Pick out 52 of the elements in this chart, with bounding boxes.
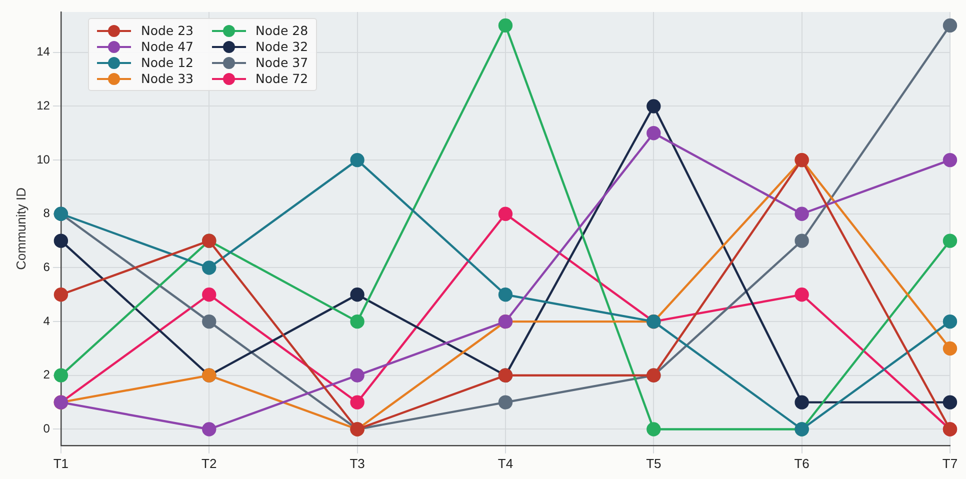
x-tick-label: T2: [202, 456, 217, 471]
point: [942, 152, 958, 168]
point: [498, 288, 513, 302]
legend-label: Node 47: [141, 39, 194, 54]
x-tick-label: T6: [794, 456, 810, 471]
point: [794, 234, 809, 248]
point: [202, 288, 216, 302]
y-tick-label: 2: [43, 368, 50, 382]
point: [350, 368, 364, 383]
legend-label: Node 32: [256, 39, 308, 54]
point: [350, 314, 364, 329]
point: [942, 234, 958, 248]
point: [498, 206, 513, 221]
y-tick-label: 6: [43, 260, 50, 274]
point: [350, 288, 364, 302]
legend-label: Node 37: [256, 55, 308, 70]
point: [794, 288, 809, 302]
point: [202, 422, 216, 436]
point: [794, 395, 809, 410]
legend-label: Node 28: [256, 23, 308, 38]
x-tick-label: T4: [498, 456, 514, 471]
legend-label: Node 12: [141, 55, 194, 70]
x-tick-label: T3: [350, 456, 365, 471]
x-tick-label: T1: [53, 456, 69, 471]
point: [498, 395, 513, 410]
point: [646, 422, 661, 436]
point: [350, 152, 364, 168]
point: [794, 206, 809, 221]
point: [942, 18, 958, 33]
point: [942, 314, 958, 329]
y-tick-label: 10: [36, 152, 50, 166]
y-tick-label: 14: [36, 44, 50, 59]
point: [646, 99, 661, 114]
x-tick-label: T5: [646, 456, 662, 471]
point: [202, 260, 216, 275]
point: [942, 341, 958, 356]
point: [646, 126, 661, 140]
point: [942, 395, 958, 410]
y-axis-title: Community ID: [13, 188, 28, 270]
x-tick-label: T7: [942, 456, 958, 471]
y-tick-label: 12: [36, 98, 50, 113]
point: [498, 18, 513, 33]
y-tick-label: 8: [43, 206, 50, 220]
point: [54, 288, 68, 302]
point: [350, 395, 364, 410]
legend-label: Node 33: [141, 71, 194, 86]
legend-label: Node 23: [141, 23, 194, 38]
legend-label: Node 72: [256, 71, 308, 86]
y-tick-label: 4: [43, 314, 50, 328]
y-tick-label: 0: [43, 422, 50, 436]
point: [202, 314, 216, 329]
point: [54, 234, 68, 248]
